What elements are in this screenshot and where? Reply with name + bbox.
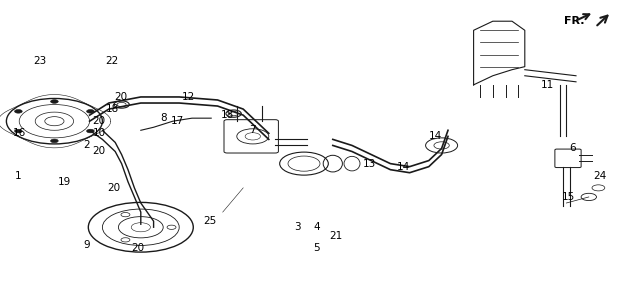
Text: 6: 6: [570, 143, 576, 154]
Text: 23: 23: [34, 55, 47, 66]
Circle shape: [51, 100, 58, 103]
Text: 5: 5: [314, 243, 320, 254]
Text: 1: 1: [15, 171, 21, 181]
Text: 21: 21: [330, 231, 342, 241]
Circle shape: [51, 139, 58, 143]
Text: 20: 20: [108, 183, 120, 193]
Text: 20: 20: [114, 92, 127, 102]
Text: 20: 20: [131, 243, 144, 254]
Text: 13: 13: [364, 158, 376, 169]
Text: 7: 7: [250, 125, 256, 135]
Text: 8: 8: [160, 113, 166, 123]
Text: 25: 25: [204, 216, 216, 226]
Circle shape: [15, 110, 22, 113]
Text: 20: 20: [93, 146, 106, 157]
Text: 9: 9: [83, 240, 90, 251]
Circle shape: [86, 110, 94, 113]
Text: 15: 15: [562, 192, 575, 202]
Text: 18: 18: [106, 104, 118, 114]
Text: 14: 14: [397, 161, 410, 172]
Text: 14: 14: [429, 131, 442, 142]
Text: 4: 4: [314, 222, 320, 232]
Text: 20: 20: [93, 116, 106, 126]
Text: FR.: FR.: [564, 16, 585, 26]
Text: 17: 17: [172, 116, 184, 126]
Circle shape: [15, 129, 22, 133]
Text: 12: 12: [182, 92, 195, 102]
Text: 10: 10: [93, 128, 106, 138]
Text: 3: 3: [294, 222, 301, 232]
Text: 18: 18: [221, 110, 234, 120]
Text: 24: 24: [594, 171, 607, 181]
Text: 16: 16: [13, 128, 26, 138]
Text: 22: 22: [106, 55, 118, 66]
Text: 11: 11: [541, 80, 554, 90]
Text: 19: 19: [58, 177, 70, 187]
Circle shape: [86, 129, 94, 133]
Text: 2: 2: [83, 140, 90, 151]
